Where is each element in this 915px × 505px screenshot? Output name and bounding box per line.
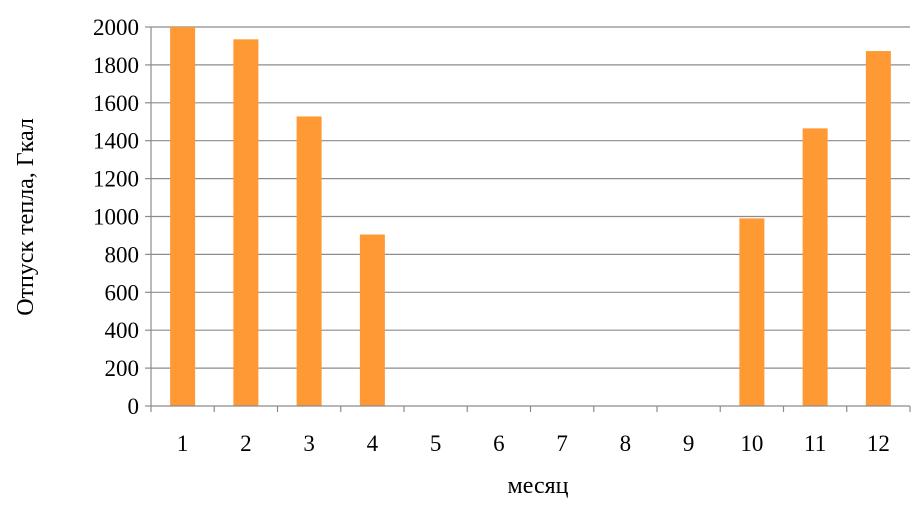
bar-month-2 bbox=[233, 39, 258, 406]
x-tick-label: 2 bbox=[240, 431, 252, 456]
bar-month-4 bbox=[360, 235, 385, 406]
x-tick-label: 11 bbox=[804, 431, 826, 456]
x-tick-label: 5 bbox=[430, 431, 442, 456]
bar-month-3 bbox=[297, 116, 322, 406]
x-tick-label: 6 bbox=[493, 431, 505, 456]
gridlines bbox=[151, 27, 910, 368]
y-tick-label: 1600 bbox=[93, 91, 139, 116]
y-tick-label: 0 bbox=[128, 394, 140, 419]
y-tick-label: 1200 bbox=[93, 167, 139, 192]
x-tick-label: 9 bbox=[683, 431, 695, 456]
x-tick-label: 4 bbox=[367, 431, 379, 456]
y-tick-label: 800 bbox=[105, 242, 140, 267]
y-tick-label: 400 bbox=[105, 318, 140, 343]
y-tick-label: 1000 bbox=[93, 205, 139, 230]
axes bbox=[145, 27, 910, 412]
x-tick-label: 12 bbox=[867, 431, 890, 456]
x-tick-labels: 1 2 3 4 5 6 7 8 9 10 11 12 bbox=[177, 431, 890, 456]
x-tick-label: 7 bbox=[556, 431, 568, 456]
bar-month-10 bbox=[739, 218, 764, 406]
y-tick-label: 1800 bbox=[93, 53, 139, 78]
y-tick-label: 2000 bbox=[93, 15, 139, 40]
bar-month-1 bbox=[170, 27, 195, 406]
x-tick-label: 1 bbox=[177, 431, 189, 456]
y-tick-labels: 0 200 400 600 800 1000 1200 1400 1600 1800 2000 bbox=[93, 15, 139, 419]
bar-month-11 bbox=[803, 128, 828, 406]
x-tick-label: 3 bbox=[303, 431, 315, 456]
y-tick-label: 200 bbox=[105, 356, 140, 381]
y-axis-title: Отпуск тепла, Гкал bbox=[13, 118, 39, 316]
x-tick-label: 10 bbox=[740, 431, 763, 456]
y-tick-label: 600 bbox=[105, 280, 140, 305]
bar-month-12 bbox=[866, 51, 891, 406]
x-tick-label: 8 bbox=[620, 431, 632, 456]
y-tick-label: 1400 bbox=[93, 129, 139, 154]
x-axis-title: месяц bbox=[508, 473, 569, 499]
